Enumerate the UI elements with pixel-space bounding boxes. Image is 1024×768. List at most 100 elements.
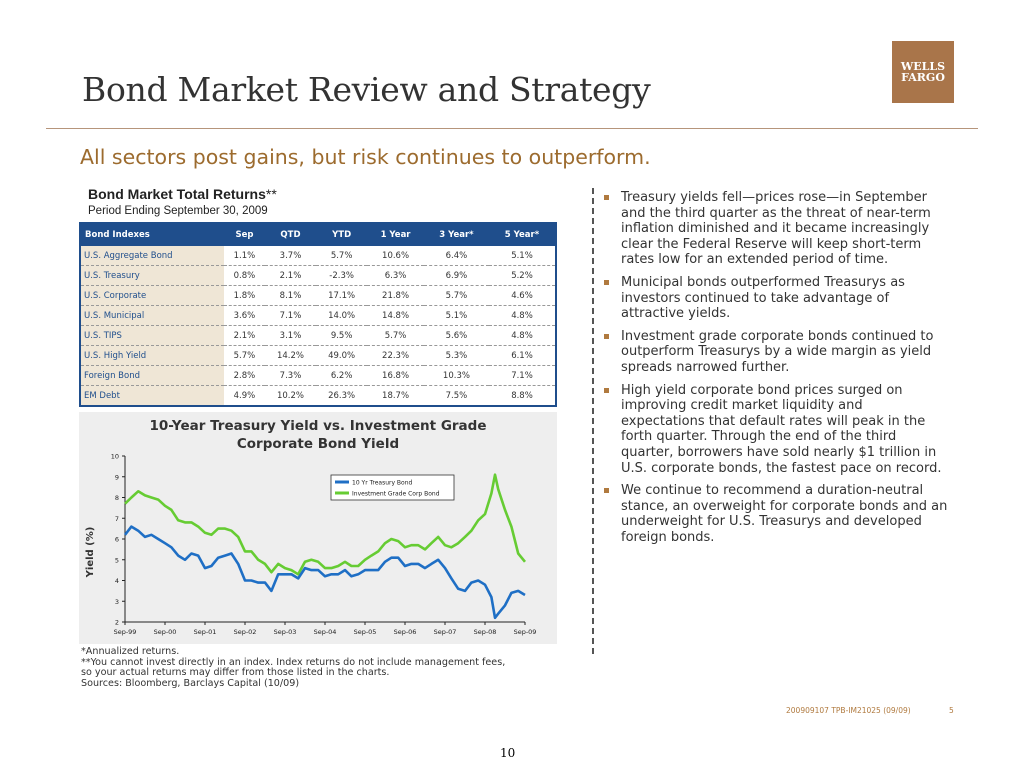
corporate-yield-line — [124, 473, 527, 576]
table-cell: 9.5% — [316, 325, 368, 346]
bullet-square-icon — [604, 488, 609, 494]
bullet-text: We continue to recommend a duration-neut… — [621, 483, 948, 545]
table-cell: 6.1% — [488, 345, 556, 366]
yield-chart-svg: 10-Year Treasury Yield vs. Investment Gr… — [85, 418, 537, 636]
table-title-text: Bond Market Total Returns — [88, 186, 266, 202]
table-header-row: Bond Indexes Sep QTD YTD 1 Year 3 Year* … — [80, 223, 556, 246]
table-title: Bond Market Total Returns** — [88, 186, 277, 202]
table-cell: 5.7% — [423, 285, 489, 306]
y-axis-label: Yield (%) — [85, 527, 96, 579]
table-row: U.S. TIPS 2.1% 3.1% 9.5% 5.7% 5.6% 4.8% — [80, 325, 556, 346]
table-cell: 6.4% — [423, 246, 489, 266]
table-cell: 14.0% — [316, 305, 368, 326]
table-cell: 5.7% — [367, 325, 424, 346]
table-cell: 7.1% — [488, 365, 556, 386]
y-tick-label: 5 — [115, 556, 119, 564]
table-cell: 7.3% — [264, 365, 317, 386]
y-tick-label: 4 — [115, 577, 119, 585]
row-label: U.S. Corporate — [80, 285, 224, 306]
bullet-text: Investment grade corporate bonds continu… — [621, 328, 934, 375]
table-cell: 5.7% — [316, 246, 368, 266]
row-label: U.S. TIPS — [80, 325, 224, 346]
table-cell: 7.5% — [445, 390, 468, 401]
table-cell: 5.6% — [423, 325, 489, 346]
x-tick-label: Sep-08 — [474, 628, 497, 636]
page-title: Bond Market Review and Strategy — [82, 70, 651, 109]
table-cell: 1.8% — [224, 285, 265, 306]
footnotes: *Annualized returns. **You cannot invest… — [81, 646, 561, 689]
y-tick-label: 10 — [111, 453, 119, 461]
footnote-2: **You cannot invest directly in an index… — [81, 656, 506, 668]
page-number: 5 — [949, 706, 954, 715]
table-cell: 6.9% — [423, 265, 489, 286]
table-cell: 21.8% — [367, 285, 424, 306]
table-subtitle: Period Ending September 30, 2009 — [88, 205, 268, 217]
table-cell: 6.2% — [316, 365, 368, 386]
table-cell: 5.2% — [488, 265, 556, 286]
list-item: Treasury yields fell—prices rose—in Sept… — [603, 190, 948, 268]
column-header: 5 Year* — [488, 223, 556, 246]
row-label: U.S. Aggregate Bond — [80, 246, 224, 266]
table-cell: 8.1% — [264, 285, 317, 306]
logo-line-2: FARGO — [901, 71, 945, 84]
commentary-list: Treasury yields fell—prices rose—in Sept… — [603, 190, 948, 552]
table-row: U.S. Corporate 1.8% 8.1% 17.1% 21.8% 5.7… — [80, 285, 556, 306]
column-header: 3 Year* — [423, 223, 489, 246]
row-label: Foreign Bond — [80, 365, 224, 386]
table-cell: 4.6% — [488, 285, 556, 306]
table-title-suffix: ** — [265, 186, 277, 202]
legend-label-treasury: 10 Yr Treasury Bond — [352, 480, 413, 487]
table-cell: 5.1% — [423, 305, 489, 326]
table-cell: 22.3% — [367, 345, 424, 366]
table-row: U.S. Aggregate Bond 1.1% 3.7% 5.7% 10.6%… — [80, 246, 556, 266]
document-code: 200909107 TPB-IM21025 (09/09) — [786, 706, 911, 715]
slide-number: 10 — [500, 746, 516, 760]
table-cell: 3.7% — [264, 246, 317, 266]
page-subtitle: All sectors post gains, but risk continu… — [80, 145, 651, 169]
chart-title-line-1: 10-Year Treasury Yield vs. Investment Gr… — [150, 418, 487, 434]
x-tick-label: Sep-00 — [154, 628, 177, 636]
table-cell: 5.7% — [224, 345, 265, 366]
x-tick-label: Sep-05 — [354, 628, 377, 636]
column-header: 1 Year — [367, 223, 424, 246]
column-header: Bond Indexes — [80, 223, 224, 246]
y-tick-label: 9 — [115, 473, 119, 481]
table-cell: 49.0% — [316, 345, 368, 366]
table-row: U.S. Municipal 3.6% 7.1% 14.0% 14.8% 5.1… — [80, 305, 556, 326]
table-cell: 0.8% — [224, 265, 265, 286]
returns-table: Bond Indexes Sep QTD YTD 1 Year 3 Year* … — [79, 222, 557, 407]
row-label: EM Debt — [80, 385, 224, 406]
list-item: Municipal bonds outperformed Treasurys a… — [603, 275, 948, 322]
table-cell: 4.8% — [488, 305, 556, 326]
table-row: U.S. Treasury 0.8% 2.1% -2.3% 6.3% 6.9% … — [80, 265, 556, 286]
footnote-4: Sources: Bloomberg, Barclays Capital (10… — [81, 677, 300, 689]
bullet-text: High yield corporate bond prices surged … — [621, 382, 942, 476]
x-tick-label: Sep-02 — [234, 628, 257, 636]
row-label: U.S. Municipal — [80, 305, 224, 326]
column-header: QTD — [264, 223, 317, 246]
table-cell: 5.3% — [423, 345, 489, 366]
logo-line-1: WELLS — [900, 60, 946, 73]
table-cell: 5.1% — [488, 246, 556, 266]
legend-box — [330, 474, 455, 501]
wells-fargo-logo: WELLS FARGO — [892, 41, 954, 103]
yield-chart: 10-Year Treasury Yield vs. Investment Gr… — [79, 412, 557, 644]
x-tick-label: Sep-06 — [394, 628, 417, 636]
table-cell: 2.1% — [224, 325, 265, 346]
bullet-square-icon — [604, 333, 609, 339]
bullet-text: Municipal bonds outperformed Treasurys a… — [621, 274, 905, 322]
table-cell: 7.1% — [264, 305, 317, 326]
y-tick-label: 7 — [115, 515, 119, 523]
table-row: U.S. High Yield 5.7% 14.2% 49.0% 22.3% 5… — [80, 345, 556, 366]
table-cell: 3.6% — [224, 305, 265, 326]
treasury-yield-line — [123, 525, 526, 620]
row-label: U.S. High Yield — [80, 345, 224, 366]
table-cell: 26.3% — [328, 390, 356, 401]
bullet-square-icon — [604, 279, 609, 285]
column-header: Sep — [224, 223, 265, 246]
table-cell: 10.6% — [367, 246, 424, 266]
y-tick-label: 8 — [115, 494, 119, 502]
bullet-text: Treasury yields fell—prices rose—in Sept… — [621, 190, 931, 268]
chart-legend: 10 Yr Treasury Bond Investment Grade Cor… — [330, 474, 455, 501]
x-tick-label: Sep-09 — [514, 628, 537, 636]
